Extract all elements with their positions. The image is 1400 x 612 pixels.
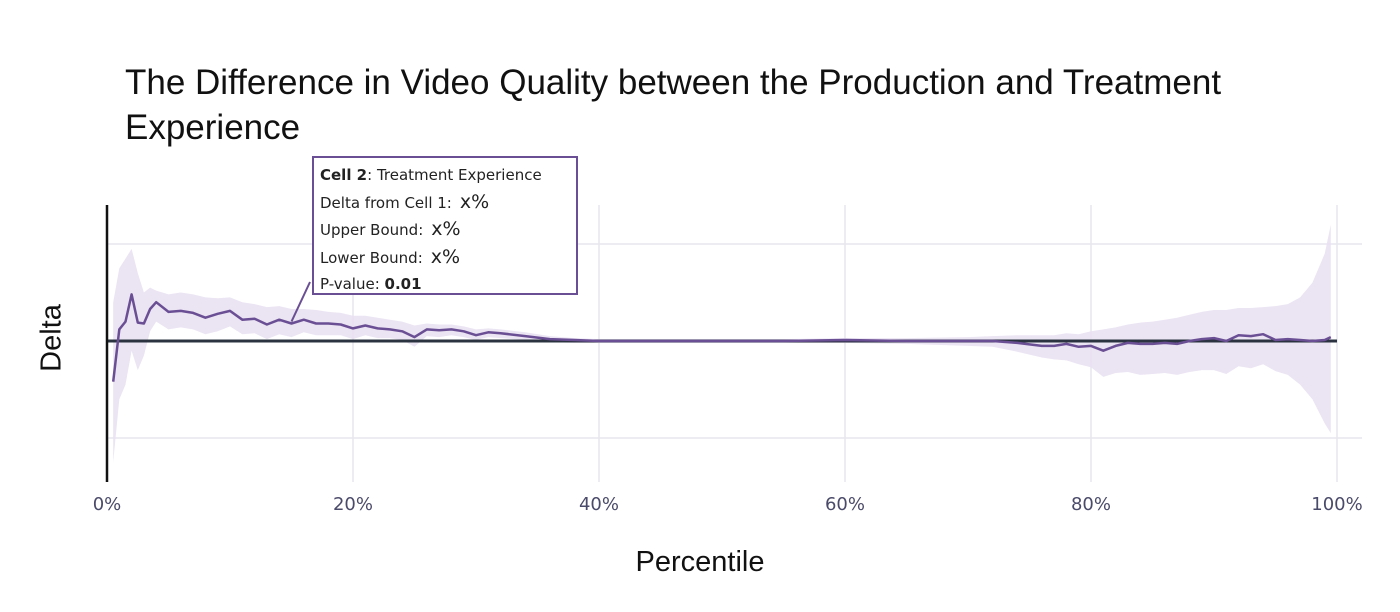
tooltip-row-pvalue: P-value: 0.01 — [320, 271, 570, 298]
chart-title: The Difference in Video Quality between … — [125, 63, 1222, 147]
x-tick-labels: 0% 20% 40% 60% 80% 100% — [93, 494, 1363, 515]
tooltip-pvalue-label: P-value: — [320, 275, 380, 293]
series-line-delta — [111, 293, 1332, 382]
hover-tooltip: Cell 2: Treatment Experience Delta from … — [312, 156, 578, 295]
tooltip-upper-label: Upper Bound: — [320, 221, 424, 239]
tooltip-delta-value: x% — [459, 190, 490, 213]
tooltip-row-upper: Upper Bound: x% — [320, 216, 570, 244]
tooltip-cell-label: Cell 2 — [320, 166, 368, 184]
tooltip-callout-layer — [290, 281, 311, 322]
tooltip-pointer-line — [290, 281, 311, 322]
tooltip-lower-value: x% — [430, 245, 461, 268]
y-axis-label: Delta — [35, 304, 68, 372]
tooltip-delta-label: Delta from Cell 1: — [320, 193, 452, 212]
tooltip-cell-name: : Treatment Experience — [367, 166, 542, 184]
tooltip-lower-label: Lower Bound: — [320, 248, 423, 267]
x-tick-label-20: 20% — [333, 494, 373, 515]
tooltip-row-delta: Delta from Cell 1: x% — [320, 189, 570, 217]
x-tick-label-80: 80% — [1071, 494, 1111, 515]
tooltip-row-lower: Lower Bound: x% — [320, 244, 570, 272]
x-tick-label-0: 0% — [93, 494, 122, 515]
confidence-band-layer — [113, 224, 1331, 463]
x-axis-label: Percentile — [635, 546, 765, 578]
tooltip-row-cell: Cell 2: Treatment Experience — [320, 162, 570, 189]
series-line-layer — [111, 293, 1332, 382]
x-tick-label-100: 100% — [1311, 494, 1362, 515]
x-tick-label-60: 60% — [825, 494, 865, 515]
tooltip-pvalue-value: 0.01 — [384, 275, 422, 293]
tooltip-upper-value: x% — [431, 218, 461, 240]
x-tick-label-40: 40% — [579, 494, 619, 515]
confidence-band — [113, 224, 1331, 463]
